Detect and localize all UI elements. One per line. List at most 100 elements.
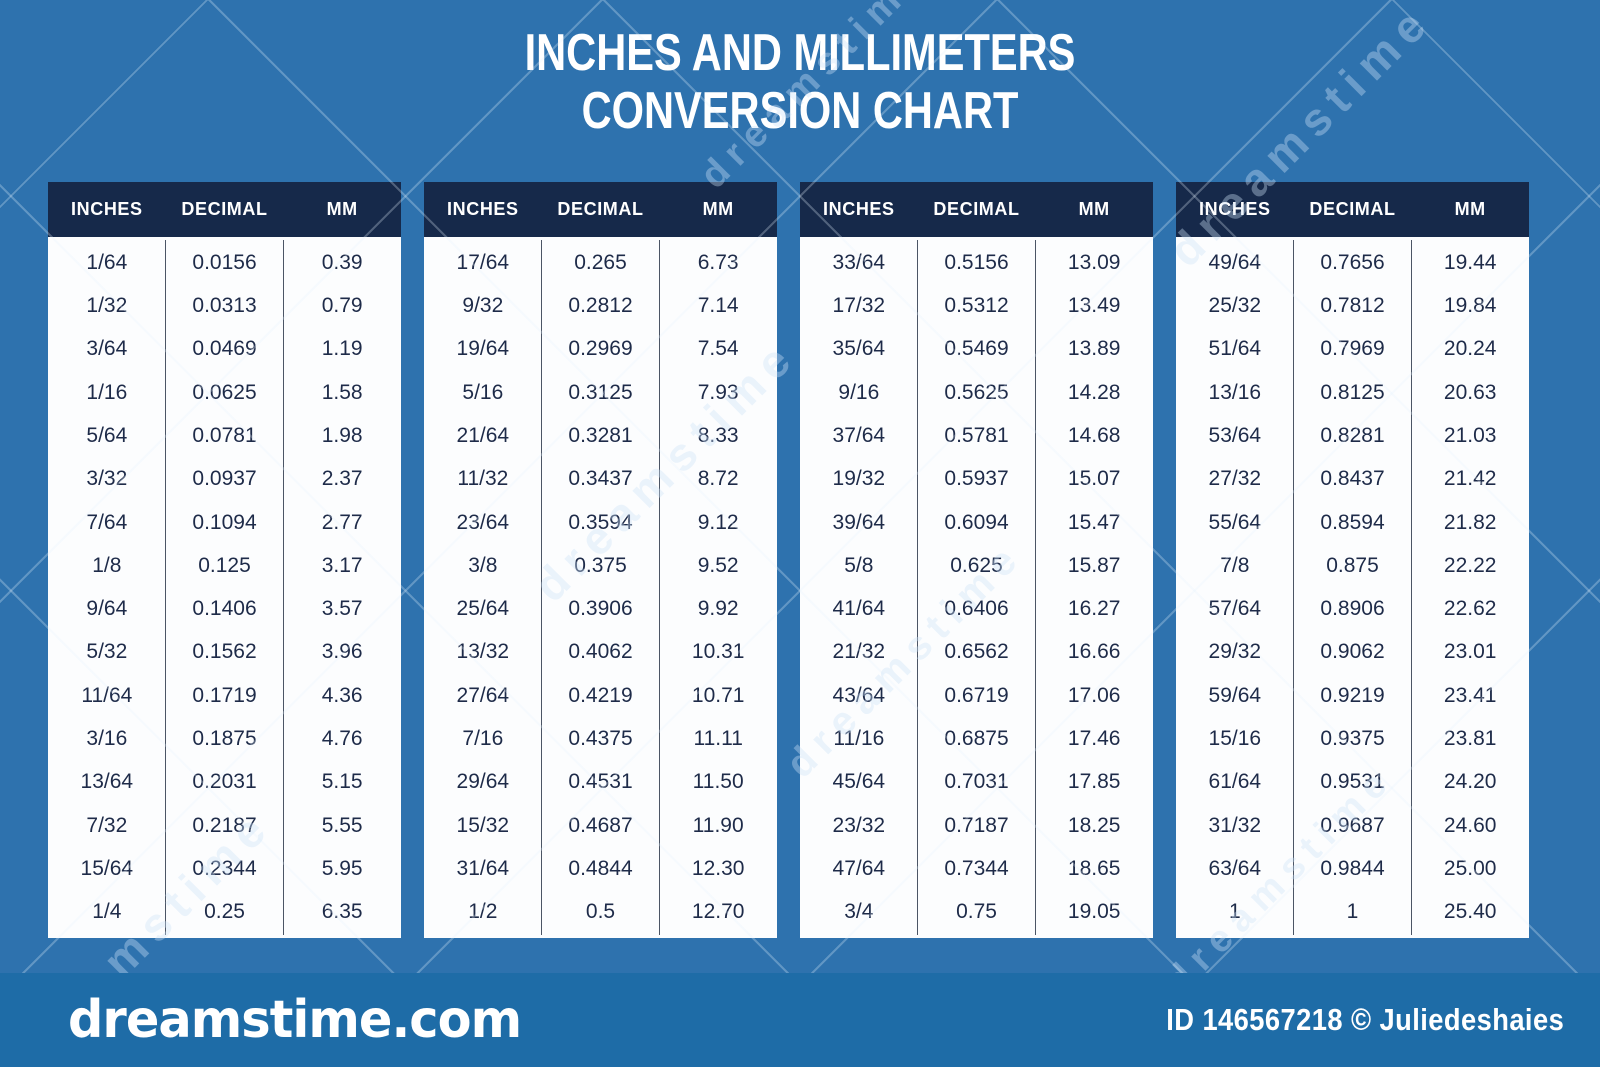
- table-row: 23/32 0.7187 18.25: [800, 804, 1153, 847]
- table-cell: 0.1562: [192, 640, 257, 664]
- table-cell: 0.5937: [944, 467, 1009, 491]
- table-cell: 18.65: [1067, 857, 1121, 881]
- image-credit: ID 146567218 © Juliedeshaies: [1166, 1002, 1564, 1037]
- table-row: 3/8 0.375 9.52: [424, 544, 777, 587]
- table-cell: 3/16: [86, 727, 128, 751]
- table-cell: 3/8: [468, 553, 498, 577]
- table-cell: 9.52: [697, 553, 739, 577]
- title-line-2: CONVERSION CHART: [581, 82, 1019, 140]
- table-row: 1 1 25.40: [1176, 891, 1529, 934]
- table-cell: 9/32: [462, 293, 504, 317]
- table-cell: 29/64: [456, 770, 510, 794]
- table-row: 37/64 0.5781 14.68: [800, 414, 1153, 457]
- table-cell: 13/32: [456, 640, 510, 664]
- table-cell: 10.31: [691, 640, 745, 664]
- table-cell: 0.2969: [568, 337, 633, 361]
- table-cell: 57/64: [1208, 597, 1262, 621]
- table-cell: 5.95: [321, 857, 363, 881]
- table-cell: 4.36: [321, 683, 363, 707]
- table-cell: 5/16: [462, 380, 504, 404]
- table-row: 15/32 0.4687 11.90: [424, 804, 777, 847]
- table-cell: 7/8: [1220, 553, 1250, 577]
- table-cell: 20.24: [1443, 337, 1497, 361]
- table-row: 1/8 0.125 3.17: [48, 544, 401, 587]
- table-cell: 0.8281: [1320, 423, 1385, 447]
- table-cell: 1/8: [92, 553, 122, 577]
- table-cell: 1: [1228, 900, 1241, 924]
- column-header-inches: INCHES: [823, 199, 895, 219]
- table-cell: 7.93: [697, 380, 739, 404]
- table-cell: 12.30: [691, 857, 745, 881]
- table-row: 11/32 0.3437 8.72: [424, 458, 777, 501]
- table-row: 7/8 0.875 22.22: [1176, 544, 1529, 587]
- table-cell: 37/64: [832, 423, 886, 447]
- table-cell: 11/32: [457, 467, 509, 491]
- table-row: 13/16 0.8125 20.63: [1176, 371, 1529, 414]
- table-cell: 23/32: [832, 813, 886, 837]
- table-header: INCHES DECIMAL MM: [800, 182, 1153, 237]
- table-row: 9/64 0.1406 3.57: [48, 588, 401, 631]
- table-cell: 33/64: [832, 250, 886, 274]
- table-cell: 0.9062: [1320, 640, 1385, 664]
- table-cell: 0.0313: [192, 293, 257, 317]
- column-header-mm: MM: [326, 199, 358, 219]
- table-cell: 0.5312: [944, 293, 1009, 317]
- table-cell: 22.22: [1443, 553, 1497, 577]
- table-row: 7/64 0.1094 2.77: [48, 501, 401, 544]
- column-header-decimal: DECIMAL: [557, 199, 644, 219]
- table-body: 17/64 0.265 6.73 9/32 0.2812 7.14 19/64 0.2969 7…: [424, 237, 777, 938]
- table-cell: 13/64: [80, 770, 134, 794]
- table-cell: 22.62: [1443, 597, 1497, 621]
- table-cell: 0.1719: [192, 683, 257, 707]
- table-row: 7/32 0.2187 5.55: [48, 804, 401, 847]
- table-cell: 0.2812: [568, 293, 633, 317]
- table-cell: 0.6094: [944, 510, 1009, 534]
- table-cell: 0.25: [204, 900, 245, 924]
- table-cell: 21/32: [832, 640, 886, 664]
- table-cell: 0.6875: [944, 727, 1009, 751]
- table-row: 19/32 0.5937 15.07: [800, 458, 1153, 501]
- table-cell: 7/16: [462, 727, 504, 751]
- table-cell: 14.28: [1067, 380, 1121, 404]
- table-cell: 0.75: [956, 900, 997, 924]
- table-row: 21/64 0.3281 8.33: [424, 414, 777, 457]
- table-cell: 0.0625: [192, 380, 257, 404]
- table-cell: 0.0469: [192, 337, 257, 361]
- table-row: 51/64 0.7969 20.24: [1176, 328, 1529, 371]
- table-cell: 0.5469: [944, 337, 1009, 361]
- table-row: 25/32 0.7812 19.84: [1176, 284, 1529, 327]
- table-row: 17/64 0.265 6.73: [424, 241, 777, 284]
- table-cell: 51/64: [1208, 337, 1262, 361]
- table-cell: 15/32: [456, 813, 510, 837]
- table-row: 41/64 0.6406 16.27: [800, 588, 1153, 631]
- table-cell: 0.39: [321, 250, 363, 274]
- table-cell: 15.87: [1067, 553, 1121, 577]
- table-row: 3/16 0.1875 4.76: [48, 717, 401, 760]
- table-cell: 0.4062: [568, 640, 633, 664]
- column-header-decimal: DECIMAL: [181, 199, 268, 219]
- table-cell: 0.9375: [1320, 727, 1385, 751]
- table-cell: 3/64: [86, 337, 128, 361]
- table-cell: 17/32: [832, 293, 886, 317]
- title-line-1: INCHES AND MILLIMETERS: [524, 24, 1076, 82]
- table-row: 47/64 0.7344 18.65: [800, 847, 1153, 890]
- table-cell: 11.90: [692, 813, 744, 837]
- footer-bar: dreamstime.com ID 146567218 © Juliedesha…: [0, 973, 1600, 1067]
- table-cell: 9/64: [86, 597, 128, 621]
- table-cell: 0.9531: [1320, 770, 1385, 794]
- table-cell: 1.58: [321, 380, 363, 404]
- table-row: 13/32 0.4062 10.31: [424, 631, 777, 674]
- table-cell: 31/64: [456, 857, 510, 881]
- table-row: 31/64 0.4844 12.30: [424, 847, 777, 890]
- table-cell: 3.17: [321, 553, 363, 577]
- table-row: 53/64 0.8281 21.03: [1176, 414, 1529, 457]
- table-cell: 59/64: [1208, 683, 1262, 707]
- table-cell: 0.9687: [1320, 813, 1385, 837]
- table-cell: 0.125: [198, 553, 251, 577]
- table-cell: 0.3594: [568, 510, 633, 534]
- table-cell: 0.0937: [192, 467, 257, 491]
- table-row: 5/16 0.3125 7.93: [424, 371, 777, 414]
- conversion-table-2: INCHES DECIMAL MM 17/64 0.265 6.73 9/32 0.28…: [424, 182, 777, 938]
- column-header-mm: MM: [702, 199, 734, 219]
- column-header-mm: MM: [1454, 199, 1486, 219]
